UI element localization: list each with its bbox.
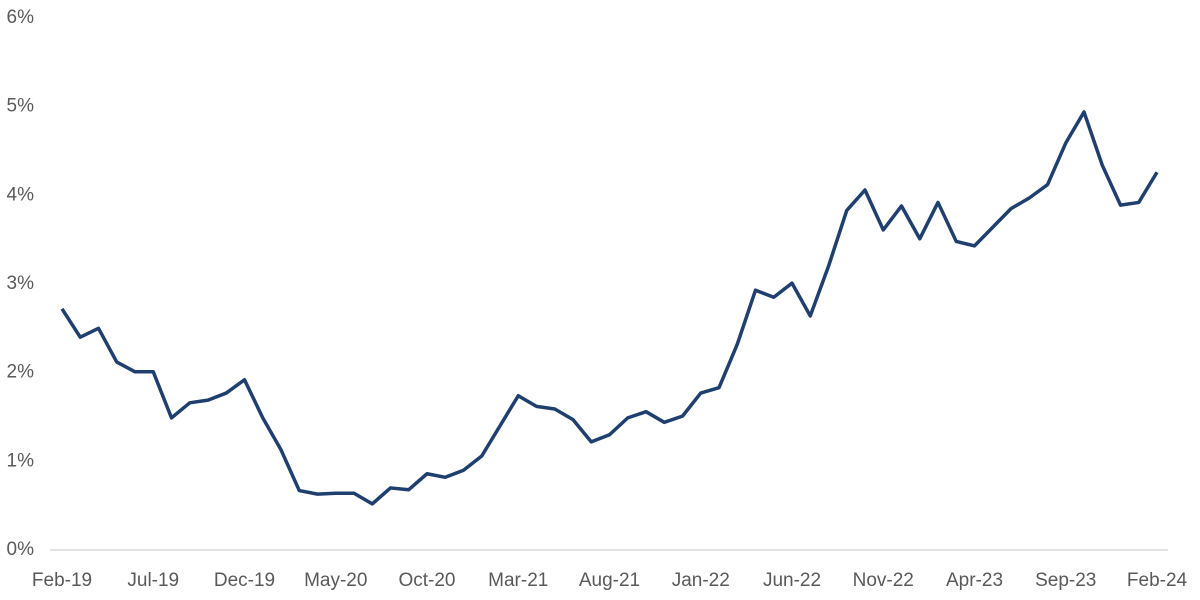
x-tick-label: Jun-22 bbox=[763, 570, 821, 591]
y-tick-label: 3% bbox=[7, 273, 35, 294]
x-tick-label: Oct-20 bbox=[398, 570, 455, 591]
data-line bbox=[60, 110, 1159, 506]
x-tick-label: Sep-23 bbox=[1035, 570, 1096, 591]
x-tick-label: May-20 bbox=[304, 570, 367, 591]
x-tick-label: Aug-21 bbox=[579, 570, 640, 591]
x-tick-label: Dec-19 bbox=[214, 570, 275, 591]
x-tick-label: Mar-21 bbox=[488, 570, 548, 591]
x-tick-label: Feb-24 bbox=[1127, 570, 1188, 591]
y-tick-label: 2% bbox=[7, 362, 35, 383]
x-tick-label: Jan-22 bbox=[672, 570, 730, 591]
y-tick-label: 5% bbox=[7, 96, 35, 117]
y-tick-label: 6% bbox=[7, 7, 35, 28]
x-tick-label: Jul-19 bbox=[127, 570, 179, 591]
x-tick-label: Nov-22 bbox=[853, 570, 914, 591]
y-tick-label: 1% bbox=[7, 450, 35, 471]
x-tick-label: Feb-19 bbox=[32, 570, 92, 591]
y-tick-label: 0% bbox=[7, 539, 35, 560]
x-tick-label: Apr-23 bbox=[946, 570, 1003, 591]
y-tick-label: 4% bbox=[7, 184, 35, 205]
